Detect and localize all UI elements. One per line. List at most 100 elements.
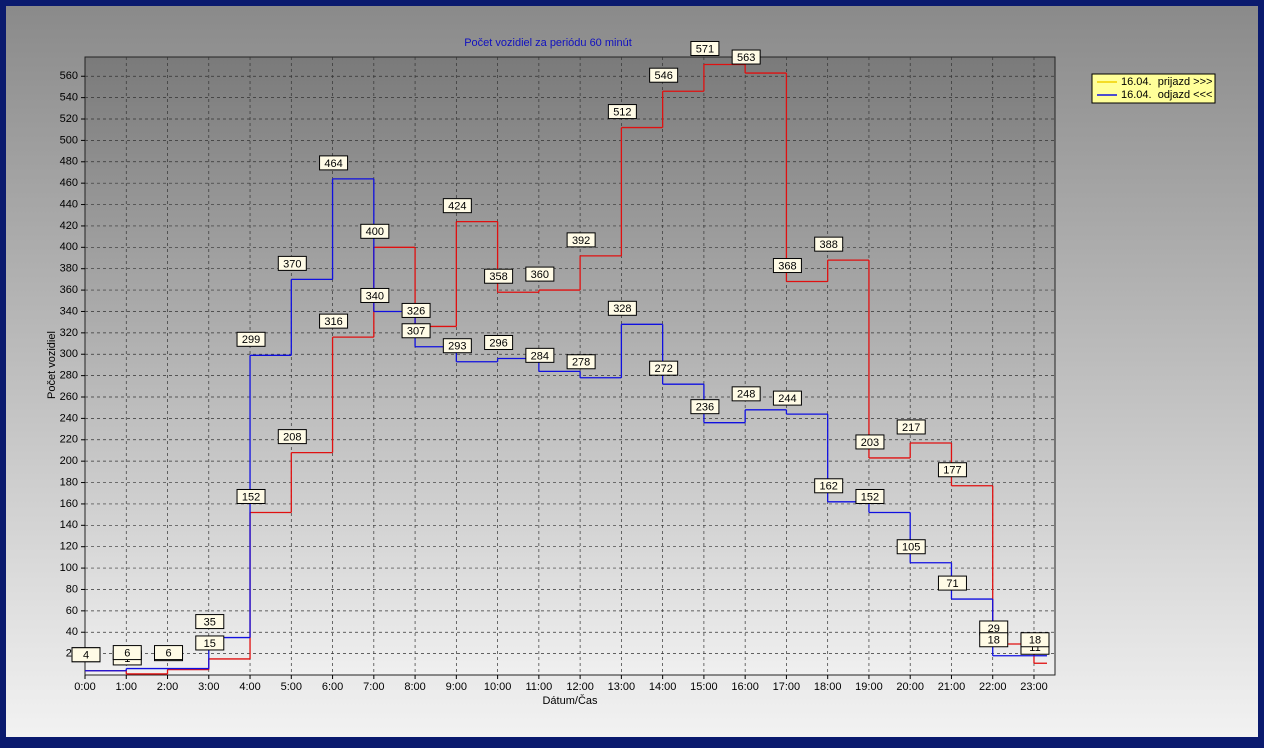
y-tick-label: 340 bbox=[60, 305, 78, 317]
value-label-box bbox=[1020, 632, 1050, 648]
value-label: 340 bbox=[366, 290, 384, 302]
y-tick-label: 300 bbox=[60, 348, 78, 360]
value-label: 217 bbox=[902, 422, 920, 434]
y-tick-label: 500 bbox=[60, 134, 78, 146]
y-tick-label: 80 bbox=[66, 583, 78, 595]
y-tick-label: 240 bbox=[60, 412, 78, 424]
value-label: 296 bbox=[489, 337, 507, 349]
y-tick-label: 260 bbox=[60, 391, 78, 403]
x-tick-label: 20:00 bbox=[896, 681, 924, 693]
value-label-box bbox=[525, 266, 555, 282]
y-tick-label: 280 bbox=[60, 370, 78, 382]
value-label: 18 bbox=[988, 635, 1000, 647]
y-tick-label: 180 bbox=[60, 476, 78, 488]
value-label: 248 bbox=[737, 389, 755, 401]
value-label: 512 bbox=[613, 106, 631, 118]
y-tick-label: 200 bbox=[60, 455, 78, 467]
y-tick-label: 120 bbox=[60, 541, 78, 553]
value-label-box bbox=[236, 331, 266, 347]
x-tick-label: 17:00 bbox=[773, 681, 801, 693]
value-label-box bbox=[649, 67, 679, 83]
value-label-box bbox=[484, 268, 514, 284]
chart-title: Počet vozidiel za periódu 60 minút bbox=[464, 37, 632, 49]
value-label-box bbox=[71, 647, 101, 663]
value-label: 15 bbox=[204, 638, 216, 650]
x-tick-label: 4:00 bbox=[239, 681, 260, 693]
value-label: 546 bbox=[654, 70, 672, 82]
value-label: 272 bbox=[654, 363, 672, 375]
value-label-box bbox=[690, 40, 720, 56]
value-label-box bbox=[814, 478, 844, 494]
value-label-box bbox=[855, 488, 885, 504]
value-label-box bbox=[937, 462, 967, 478]
value-label: 35 bbox=[204, 616, 216, 628]
x-tick-label: 7:00 bbox=[363, 681, 384, 693]
value-label-box bbox=[360, 287, 390, 303]
x-tick-label: 13:00 bbox=[608, 681, 636, 693]
value-label-box bbox=[690, 399, 720, 415]
value-label-box bbox=[442, 338, 472, 354]
x-tick-label: 8:00 bbox=[404, 681, 425, 693]
value-label: 11 bbox=[1029, 642, 1040, 654]
y-tick-label: 420 bbox=[60, 220, 78, 232]
value-label: 370 bbox=[283, 258, 301, 270]
value-label-box bbox=[401, 302, 431, 318]
value-label-box bbox=[277, 429, 307, 445]
value-label-box bbox=[484, 335, 514, 351]
x-tick-label: 14:00 bbox=[649, 681, 677, 693]
value-label-box bbox=[607, 300, 637, 316]
value-label: 6 bbox=[124, 647, 130, 659]
x-tick-label: 5:00 bbox=[281, 681, 302, 693]
value-label-box bbox=[401, 323, 431, 339]
value-label-box bbox=[979, 632, 1009, 648]
y-tick-label: 140 bbox=[60, 519, 78, 531]
y-tick-label: 160 bbox=[60, 498, 78, 510]
value-label: 6 bbox=[165, 647, 171, 659]
y-tick-label: 360 bbox=[60, 284, 78, 296]
y-tick-label: 560 bbox=[60, 70, 78, 82]
legend-label: 16.04. odjazd <<< bbox=[1121, 89, 1212, 101]
y-tick-label: 380 bbox=[60, 263, 78, 275]
x-tick-label: 9:00 bbox=[446, 681, 467, 693]
value-label: 18 bbox=[1029, 635, 1041, 647]
x-axis-label: Dátum/Čas bbox=[542, 694, 598, 707]
value-label: 71 bbox=[946, 578, 958, 590]
value-label: 4 bbox=[83, 650, 89, 662]
x-tick-label: 1:00 bbox=[116, 681, 137, 693]
value-label: 563 bbox=[737, 52, 755, 64]
value-label-box bbox=[896, 419, 926, 435]
y-tick-label: 40 bbox=[66, 626, 78, 638]
x-tick-label: 3:00 bbox=[198, 681, 219, 693]
x-tick-label: 22:00 bbox=[979, 681, 1007, 693]
y-tick-label: 400 bbox=[60, 241, 78, 253]
value-label: 177 bbox=[943, 465, 961, 477]
value-label: 299 bbox=[242, 334, 260, 346]
value-label: 358 bbox=[489, 271, 507, 283]
value-label-box bbox=[731, 386, 761, 402]
value-label: 388 bbox=[820, 239, 838, 251]
value-label: 162 bbox=[820, 481, 838, 493]
x-tick-label: 21:00 bbox=[938, 681, 966, 693]
value-label: 424 bbox=[448, 201, 466, 213]
x-tick-label: 15:00 bbox=[690, 681, 718, 693]
x-tick-label: 12:00 bbox=[566, 681, 594, 693]
value-label-box bbox=[566, 354, 596, 370]
value-label: 360 bbox=[531, 269, 549, 281]
y-tick-label: 440 bbox=[60, 198, 78, 210]
value-label-box bbox=[112, 645, 142, 661]
x-tick-label: 23:00 bbox=[1020, 681, 1048, 693]
value-label: 152 bbox=[861, 491, 879, 503]
value-label-box bbox=[319, 313, 349, 329]
value-label: 244 bbox=[778, 393, 796, 405]
value-label-box bbox=[772, 258, 802, 274]
y-tick-label: 460 bbox=[60, 177, 78, 189]
value-label-box bbox=[319, 155, 349, 171]
y-tick-label: 100 bbox=[60, 562, 78, 574]
value-label-box bbox=[442, 198, 472, 214]
x-tick-label: 6:00 bbox=[322, 681, 343, 693]
value-label-box bbox=[649, 360, 679, 376]
value-label-box bbox=[360, 223, 390, 239]
value-label-box bbox=[525, 347, 555, 363]
value-label: 307 bbox=[407, 326, 425, 338]
